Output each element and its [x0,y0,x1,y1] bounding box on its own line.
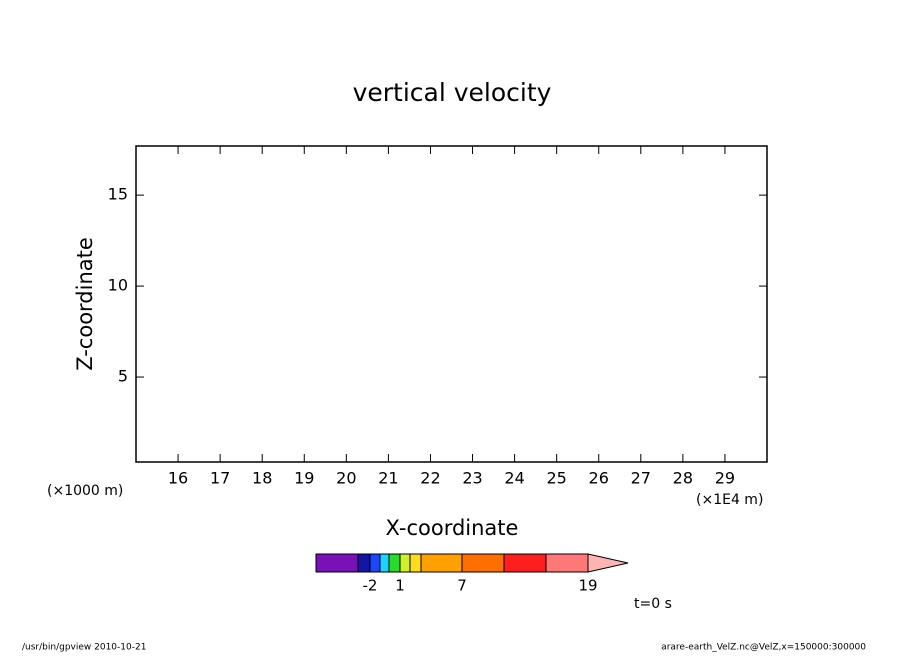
chart-title: vertical velocity [353,78,552,107]
x-tick-label: 29 [715,469,735,488]
plot-frame [135,145,768,463]
colorbar-label: 19 [578,577,597,595]
x-tick-label: 26 [589,469,609,488]
colorbar-extension [587,553,629,573]
colorbar-segment [399,553,411,573]
colorbar-segment [357,553,371,573]
x-tick-label: 21 [378,469,398,488]
x-unit: (×1E4 m) [696,492,763,508]
x-tick-label: 23 [462,469,482,488]
colorbar-segment [503,553,547,573]
colorbar-label: -2 [363,577,378,595]
x-tick-label: 20 [336,469,356,488]
x-axis-label: X-coordinate [386,516,519,540]
x-tick-label: 18 [252,469,272,488]
x-tick-label: 24 [504,469,524,488]
y-tick-label: 5 [118,367,128,386]
footer-right: arare-earth_VelZ.nc@VelZ,x=150000:300000 [661,643,866,653]
time-label: t=0 s [634,596,672,612]
x-tick-label: 27 [631,469,651,488]
y-axis-label: Z-coordinate [73,237,97,371]
colorbar-segment [379,553,390,573]
colorbar-segment [369,553,381,573]
colorbar-label: 1 [395,577,405,595]
y-unit: (×1000 m) [47,483,123,499]
footer-left: /usr/bin/gpview 2010-10-21 [22,643,146,653]
x-tick-label: 19 [294,469,314,488]
colorbar-segment [409,553,422,573]
colorbar-segment [388,553,401,573]
y-tick-label: 15 [108,185,128,204]
colorbar-segment [461,553,505,573]
colorbar-segment [420,553,463,573]
y-tick-label: 10 [108,276,128,295]
colorbar-segment [315,553,359,573]
x-tick-label: 28 [673,469,693,488]
x-tick-label: 25 [546,469,566,488]
colorbar-label: 7 [457,577,467,595]
x-tick-label: 17 [210,469,230,488]
colorbar-segment [545,553,589,573]
x-tick-label: 16 [168,469,188,488]
x-tick-label: 22 [420,469,440,488]
